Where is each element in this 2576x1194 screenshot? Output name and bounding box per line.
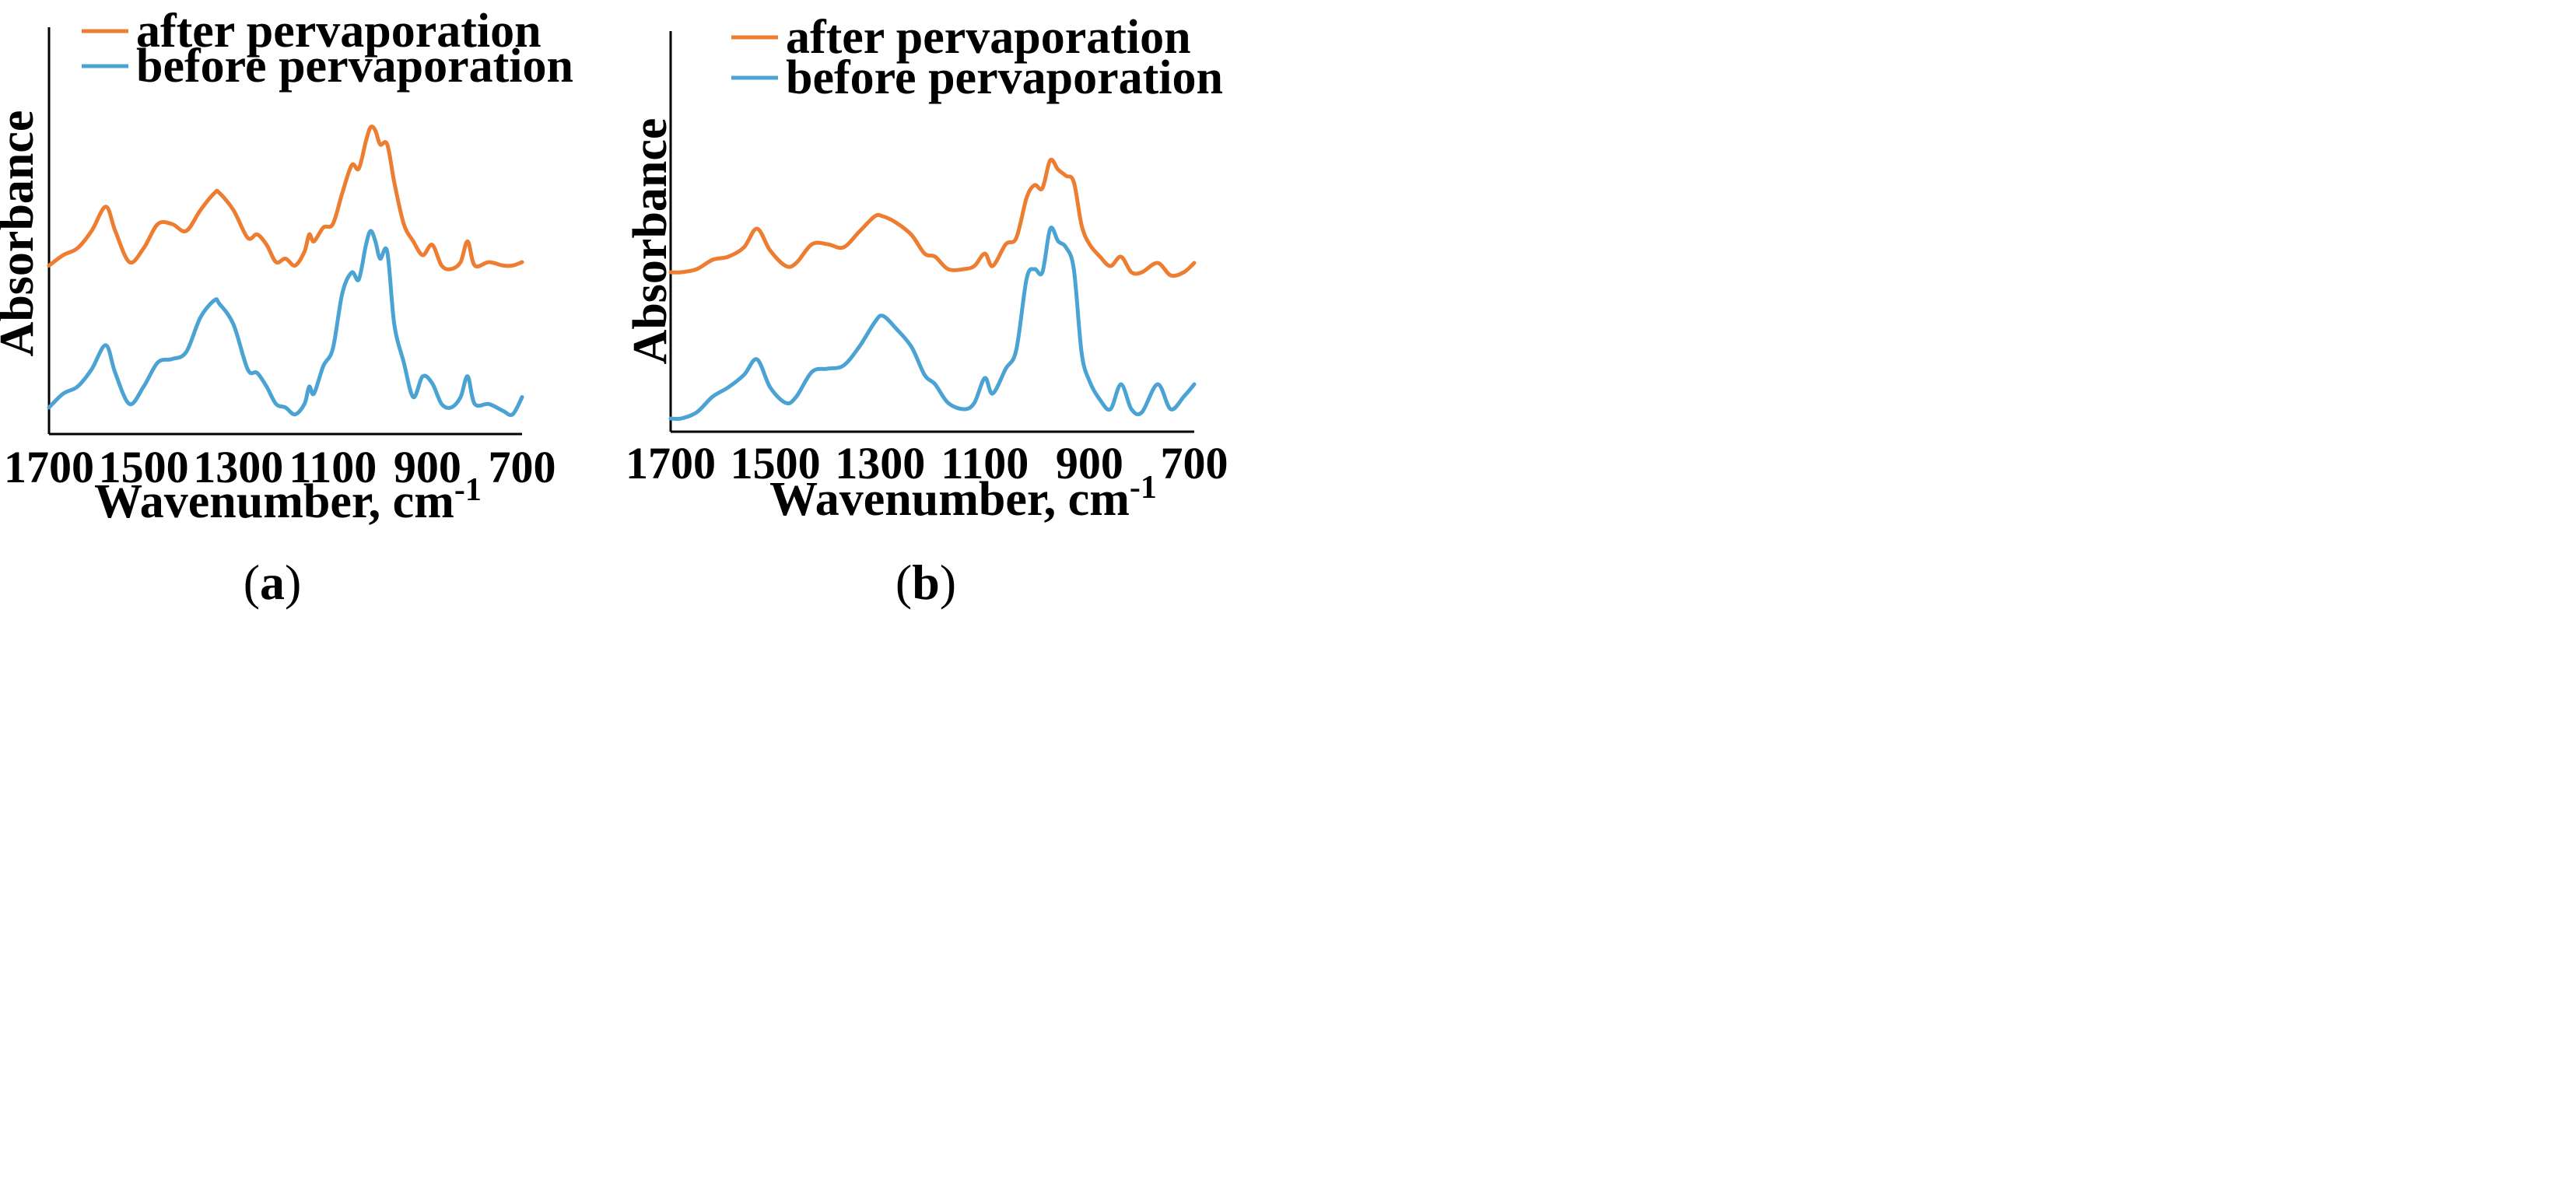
panel-b-label-letter: b — [912, 555, 940, 610]
panel-a-legend-label-before: before pervaporation — [136, 40, 573, 93]
panel-b-x-tick-label-1100: 1100 — [941, 438, 1029, 488]
panel-a-label-open-paren: ( — [244, 555, 260, 610]
panel-b-after-pervaporation-line — [668, 157, 1197, 278]
panel-b-legend-label-after: after pervaporation — [786, 11, 1191, 64]
panel-a-label-close-paren: ) — [285, 555, 301, 610]
panel-b-x-tick-label-700: 700 — [1161, 438, 1228, 488]
panel-a-x-tick-label-1100: 1100 — [289, 442, 377, 492]
panel-a-legend: after pervaporation before pervaporation — [82, 5, 573, 93]
panel-b-x-tick-label-1500: 1500 — [731, 438, 821, 488]
panel-b-legend: after pervaporation before pervaporation — [731, 11, 1223, 104]
panel-b-x-tick-label-1300: 1300 — [835, 438, 925, 488]
panel-a-legend-label-after: after pervaporation — [136, 5, 541, 58]
panel-b-label-close-paren: ) — [940, 555, 956, 610]
panel-a-x-tick-label-1500: 1500 — [99, 442, 189, 492]
panel-b-label: (b) — [895, 555, 956, 610]
panel-a-x-tick-label-700: 700 — [489, 442, 556, 492]
panel-a-x-tick-label-1700: 1700 — [4, 442, 94, 492]
panel-a-x-axis-title: Wavenumber, cm-1 — [94, 472, 482, 528]
panel-a-label-letter: a — [260, 555, 285, 610]
panel-b-series-after — [668, 157, 1197, 278]
panel-a-x-tick-label-900: 900 — [394, 442, 461, 492]
panel-a-label: (a) — [244, 555, 302, 610]
panel-b-x-axis-title-main: Wavenumber, cm — [769, 473, 1130, 526]
panel-b-x-tick-label-900: 900 — [1056, 438, 1123, 488]
panel-b-legend-label-before: before pervaporation — [786, 51, 1223, 104]
panel-b-series-before — [668, 226, 1197, 422]
panel-a-y-axis-title: Absorbance — [0, 110, 44, 357]
panel-a-series-before — [47, 229, 524, 418]
panel-a-series-after — [47, 124, 524, 271]
panel-a-x-ticks: 1700 1500 1300 1100 900 700 — [4, 442, 556, 492]
panel-a: 1700 1500 1300 1100 900 700 after pervaporati… — [0, 5, 573, 610]
panel-b-x-axis-title: Wavenumber, cm-1 — [769, 470, 1157, 526]
panel-a-before-pervaporation-line — [47, 229, 524, 418]
panel-b-x-ticks: 1700 1500 1300 1100 900 700 — [626, 438, 1228, 488]
panel-b-x-tick-label-1700: 1700 — [626, 438, 716, 488]
panel-b-label-open-paren: ( — [895, 555, 912, 610]
panel-a-x-axis-title-main: Wavenumber, cm — [94, 475, 454, 528]
panel-a-x-tick-label-1300: 1300 — [193, 442, 283, 492]
panel-a-x-axis-title-superscript: -1 — [454, 472, 482, 508]
panel-a-after-pervaporation-line — [47, 124, 524, 271]
panel-b-before-pervaporation-line — [668, 226, 1197, 422]
panel-b-y-axis-title: Absorbance — [624, 118, 677, 365]
panel-b-x-axis-title-superscript: -1 — [1130, 470, 1157, 506]
panel-b: 1700 1500 1300 1100 900 700 after pervaporati… — [624, 11, 1228, 610]
